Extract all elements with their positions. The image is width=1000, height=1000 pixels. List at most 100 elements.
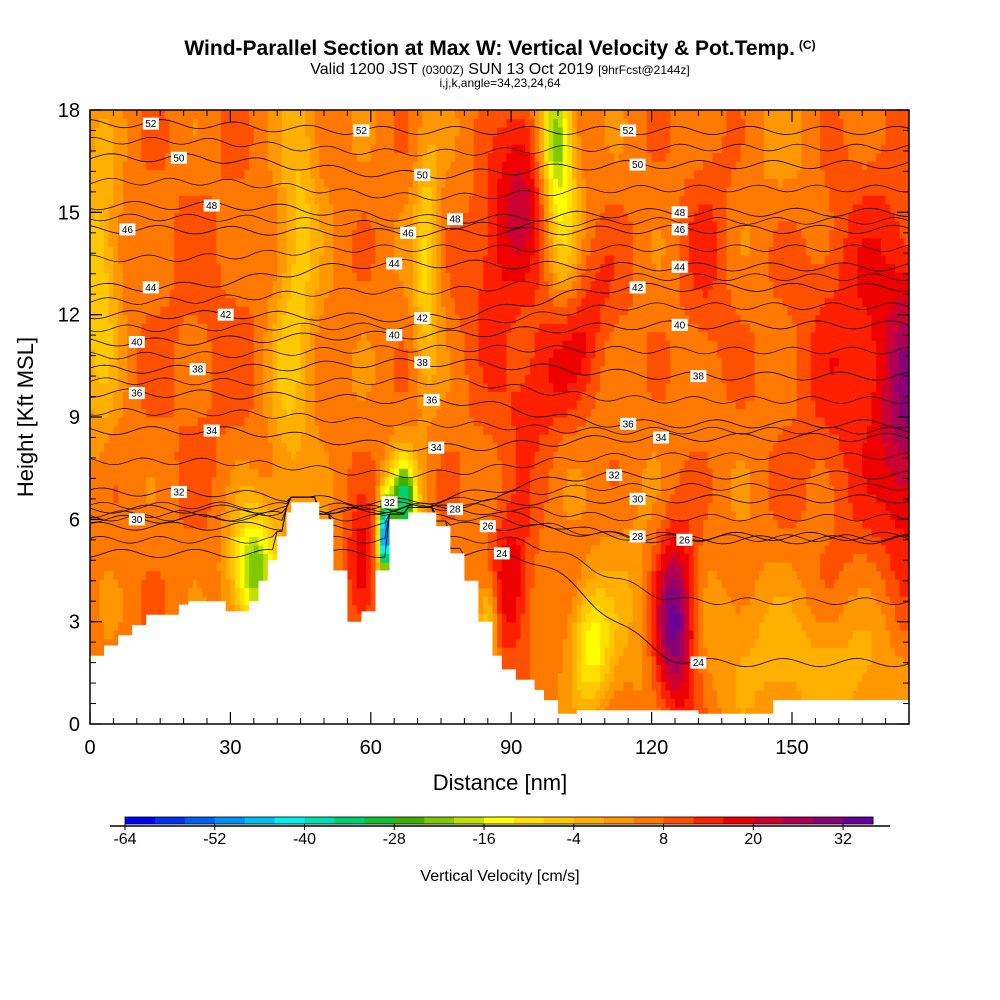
w-field-cell — [277, 169, 283, 179]
w-field-cell — [295, 391, 302, 401]
w-field-cell — [352, 246, 358, 256]
w-field-cell — [309, 374, 316, 384]
w-field-cell — [408, 272, 414, 282]
w-field-cell — [281, 110, 288, 120]
w-field-cell — [333, 195, 339, 205]
w-field-cell — [211, 510, 217, 520]
w-field-cell — [384, 459, 391, 469]
w-field-cell — [324, 314, 330, 324]
w-field-cell — [192, 527, 199, 537]
w-field-cell — [183, 169, 189, 179]
w-field-cell — [136, 272, 143, 282]
w-field-cell — [174, 110, 180, 120]
w-field-cell — [352, 314, 358, 324]
w-field-cell — [132, 417, 138, 427]
w-field-cell — [146, 382, 152, 393]
w-field-cell — [155, 417, 161, 427]
w-field-cell — [211, 161, 217, 171]
w-field-cell — [403, 399, 409, 410]
w-field-cell — [192, 502, 199, 512]
w-field-cell — [197, 144, 203, 154]
w-field-cell — [160, 451, 166, 461]
w-field-cell — [183, 178, 189, 188]
w-field-cell — [122, 289, 129, 299]
w-field-cell — [253, 340, 260, 350]
w-field-cell — [155, 485, 161, 495]
w-field-cell — [352, 391, 358, 401]
w-field-cell — [309, 382, 316, 393]
w-field-cell — [249, 519, 255, 529]
w-field-cell — [347, 144, 353, 154]
w-field-cell — [197, 348, 203, 358]
w-field-cell — [127, 468, 133, 478]
w-field-cell — [281, 476, 288, 486]
w-field-cell — [380, 169, 386, 179]
w-field-cell — [235, 272, 241, 282]
w-field-cell — [370, 186, 377, 196]
w-field-cell — [174, 289, 180, 299]
w-field-cell — [356, 536, 363, 546]
w-field-cell — [281, 399, 288, 410]
w-field-cell — [352, 468, 358, 478]
w-field-cell — [113, 110, 119, 120]
w-field-cell — [314, 161, 320, 171]
w-field-cell — [146, 391, 152, 401]
w-field-cell — [324, 331, 330, 341]
w-field-cell — [178, 417, 185, 427]
w-field-cell — [94, 110, 100, 120]
w-field-cell — [384, 476, 391, 486]
w-field-cell — [108, 536, 114, 546]
w-field-cell — [183, 408, 189, 418]
w-field-cell — [141, 596, 147, 606]
w-field-cell — [122, 297, 129, 307]
w-field-cell — [169, 434, 175, 444]
w-field-cell — [136, 374, 143, 384]
w-field-cell — [352, 476, 358, 486]
w-field-cell — [141, 254, 147, 265]
w-field-cell — [90, 399, 96, 410]
w-field-cell — [253, 203, 260, 213]
w-field-cell — [188, 135, 194, 145]
w-field-cell — [356, 382, 363, 393]
w-field-cell — [211, 144, 217, 154]
w-field-cell — [202, 459, 208, 469]
w-field-cell — [309, 127, 316, 137]
w-field-cell — [127, 561, 133, 572]
w-field-cell — [314, 306, 320, 316]
w-field-cell — [239, 306, 246, 316]
w-field-cell — [122, 203, 129, 213]
w-field-cell — [155, 297, 161, 307]
w-field-cell — [132, 527, 138, 537]
w-field-cell — [319, 229, 325, 239]
w-field-cell — [192, 468, 199, 478]
w-field-cell — [398, 314, 405, 324]
w-field-cell — [113, 442, 119, 452]
w-field-cell — [174, 195, 180, 205]
w-field-cell — [136, 229, 143, 239]
w-field-cell — [239, 263, 246, 273]
w-field-cell — [295, 348, 302, 358]
w-field-cell — [192, 220, 199, 230]
w-field-cell — [333, 544, 339, 555]
w-field-cell — [272, 536, 278, 546]
w-field-cell — [324, 306, 330, 316]
w-field-cell — [370, 570, 377, 580]
w-field-cell — [380, 254, 386, 265]
w-field-cell — [122, 485, 129, 495]
w-field-cell — [352, 169, 358, 179]
w-field-cell — [263, 229, 269, 239]
w-field-cell — [146, 408, 152, 418]
w-field-cell — [324, 289, 330, 299]
w-field-cell — [230, 263, 236, 273]
w-field-cell — [300, 459, 306, 469]
w-field-cell — [342, 272, 348, 282]
w-field-cell — [136, 613, 143, 623]
w-field-cell — [188, 434, 194, 444]
w-field-cell — [235, 314, 241, 324]
w-field-cell — [127, 246, 133, 256]
w-field-cell — [347, 510, 353, 520]
w-field-cell — [253, 493, 260, 503]
w-field-cell — [356, 561, 363, 572]
w-field-cell — [398, 382, 405, 393]
w-field-cell — [281, 357, 288, 367]
